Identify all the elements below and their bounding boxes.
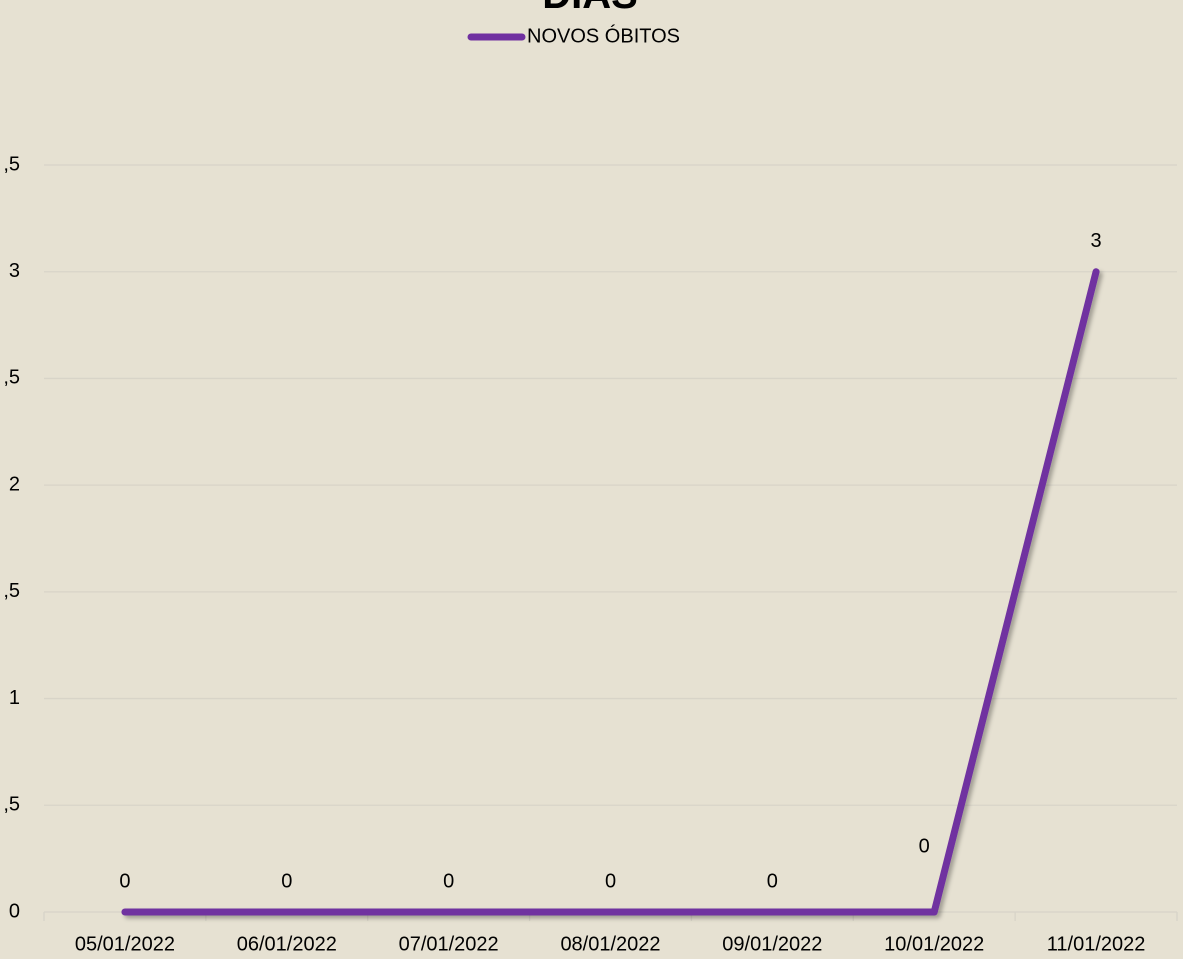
- x-tick-label: 10/01/2022: [884, 933, 984, 955]
- legend-label: NOVOS ÓBITOS: [527, 24, 680, 47]
- x-tick-label: 09/01/2022: [722, 933, 822, 955]
- y-tick-label: ,5: [3, 580, 20, 602]
- y-tick-label: 2: [9, 473, 20, 495]
- data-label: 0: [281, 870, 292, 892]
- x-tick-label: 11/01/2022: [1047, 933, 1146, 955]
- y-tick-label: ,5: [3, 153, 20, 175]
- x-tick-label: 05/01/2022: [75, 933, 175, 955]
- y-tick-label: ,5: [3, 367, 20, 389]
- y-tick-label: 1: [9, 687, 20, 709]
- y-tick-label: 0: [9, 900, 20, 922]
- x-tick-label: 07/01/2022: [399, 933, 499, 955]
- data-label: 0: [919, 835, 930, 857]
- y-tick-label: 3: [9, 260, 20, 282]
- x-tick-label: 08/01/2022: [560, 933, 660, 955]
- chart-title: DIAS: [542, 0, 638, 17]
- series-line: [121, 268, 1100, 916]
- x-tick-label: 06/01/2022: [237, 933, 337, 955]
- data-label: 0: [605, 870, 616, 892]
- y-tick-label: ,5: [3, 794, 20, 816]
- data-label: 0: [767, 870, 778, 892]
- data-label: 0: [119, 870, 130, 892]
- data-label: 3: [1091, 230, 1102, 252]
- data-label: 0: [443, 870, 454, 892]
